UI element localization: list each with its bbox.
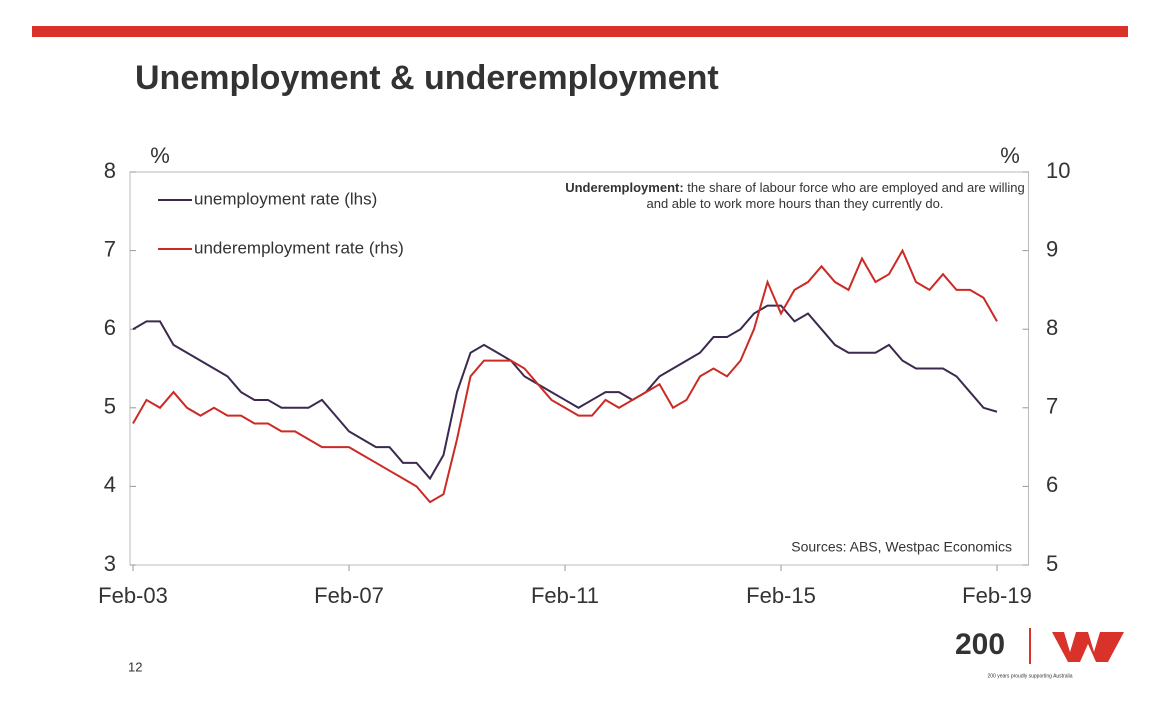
source: Sources: ABS, Westpac Economics [791, 539, 1012, 555]
x-tick-label: Feb-19 [962, 583, 1032, 608]
y2-tick-label: 10 [1046, 158, 1070, 183]
y-tick-label: 6 [104, 315, 116, 340]
y2-unit: % [1000, 143, 1020, 168]
x-tick-label: Feb-11 [531, 583, 599, 608]
annotation-text: the share of labour force who are employ… [646, 180, 1025, 211]
y2-tick-label: 7 [1046, 394, 1058, 419]
y-tick-label: 3 [104, 551, 116, 576]
x-tick-label: Feb-07 [314, 583, 384, 608]
page-number: 12 [128, 659, 142, 674]
header-bar [32, 26, 1128, 37]
annotation: Underemployment: the share of labour for… [560, 180, 1030, 212]
plot-frame [129, 171, 1029, 566]
chart-title: Unemployment & underemployment [135, 59, 719, 97]
logo-text: 200 [955, 628, 1005, 661]
y2-tick-label: 8 [1046, 315, 1058, 340]
series-line [132, 248, 998, 504]
y2-tick-label: 9 [1046, 236, 1058, 261]
logo-mark [1052, 632, 1124, 662]
y-tick-label: 4 [104, 472, 116, 497]
y2-tick-label: 5 [1046, 551, 1058, 576]
x-tick-label: Feb-15 [746, 583, 816, 608]
y-unit: % [150, 143, 170, 168]
y-tick-label: 8 [104, 158, 116, 183]
y2-tick-label: 6 [1046, 472, 1058, 497]
annotation-bold: Underemployment: [565, 180, 684, 195]
series-line [132, 304, 998, 481]
logo-tagline: 200 years proudly supporting Australia [987, 673, 1072, 679]
y-tick-label: 7 [104, 236, 116, 261]
y-tick-label: 5 [104, 394, 116, 419]
legend-label: unemployment rate (lhs) [194, 189, 377, 208]
legend-label: underemployment rate (rhs) [194, 238, 404, 257]
x-tick-label: Feb-03 [98, 583, 168, 608]
